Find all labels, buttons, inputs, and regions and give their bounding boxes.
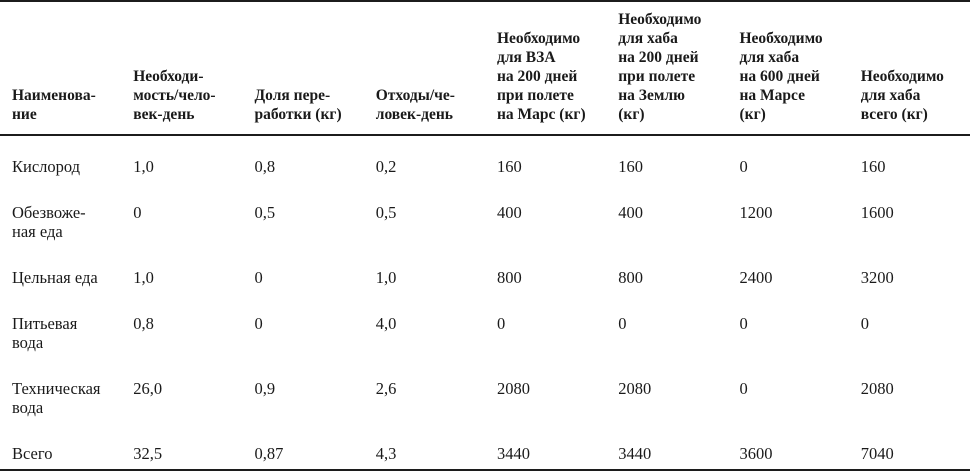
cell-value: 2,6 (375, 379, 397, 398)
cell-value: 4,3 (375, 444, 397, 463)
cell-value: 2080 (860, 379, 894, 398)
row-name: Техническая вода (12, 379, 101, 417)
cell-value: 3600 (739, 444, 773, 463)
cell-value: 2400 (739, 268, 773, 287)
cell-value: 160 (860, 157, 886, 176)
cell-value: 0,5 (375, 203, 397, 222)
row-name: Кислород (12, 157, 81, 176)
cell-value: 7040 (860, 444, 894, 463)
cell-value: 1,0 (133, 157, 154, 176)
table-row-dehydrated-food: Обезвоже- ная еда 0 0,5 0,5 400 400 1200… (0, 182, 970, 247)
cell-value: 1,0 (133, 268, 154, 287)
cell-value: 0 (739, 157, 748, 176)
cell-value: 160 (618, 157, 643, 176)
cell-value: 160 (497, 157, 522, 176)
cell-value: 400 (618, 203, 643, 222)
cell-value: 2080 (618, 379, 652, 398)
cell-value: 0 (497, 314, 506, 333)
column-header-need-per-person-day: Необходи- мость/чело- век-день (121, 1, 243, 136)
header-row: Наименова- ние Необходи- мость/чело- век… (0, 1, 970, 136)
row-name: Всего (12, 444, 53, 463)
table-row-whole-food: Цельная еда 1,0 0 1,0 800 800 2400 3200 (0, 247, 970, 293)
cell-value: 1600 (860, 203, 894, 222)
cell-value: 0 (739, 314, 748, 333)
column-header-hab-600-days-mars: Необходимо для хаба на 600 дней на Марсе… (727, 1, 849, 136)
cell-value: 2080 (497, 379, 530, 398)
cell-value: 4,0 (375, 314, 397, 333)
table-row-drinking-water: Питьевая вода 0,8 0 4,0 0 0 0 0 (0, 293, 970, 358)
cell-value: 0,5 (254, 203, 276, 222)
cell-value: 800 (618, 268, 643, 287)
cell-value: 3200 (860, 268, 894, 287)
row-name: Обезвоже- ная еда (12, 203, 86, 241)
cell-value: 0 (739, 379, 748, 398)
cell-value: 0,2 (375, 157, 397, 176)
row-name: Цельная еда (12, 268, 98, 287)
cell-value: 0,9 (254, 379, 276, 398)
cell-value: 3440 (497, 444, 530, 463)
cell-value: 0 (133, 203, 142, 222)
table-body: Кислород 1,0 0,8 0,2 160 160 0 160 Обезв… (0, 135, 970, 470)
row-name: Питьевая вода (12, 314, 78, 352)
cell-value: 1200 (739, 203, 773, 222)
cell-value: 3440 (618, 444, 652, 463)
cell-value: 0 (254, 314, 263, 333)
cell-value: 1,0 (375, 268, 397, 287)
cell-value: 0,87 (254, 444, 284, 463)
column-header-hab-200-days-earth: Необходимо для хаба на 200 дней при поле… (606, 1, 728, 136)
cell-value: 0 (254, 268, 263, 287)
cell-value: 32,5 (133, 444, 163, 463)
table-header: Наименова- ние Необходи- мость/чело- век… (0, 1, 970, 136)
column-header-erv-200-days-mars: Необходимо для ВЗА на 200 дней при полет… (485, 1, 607, 136)
cell-value: 26,0 (133, 379, 163, 398)
column-header-hab-total: Необходимо для хаба всего (кг) (848, 1, 970, 136)
cell-value: 0 (618, 314, 627, 333)
table-row-technical-water: Техническая вода 26,0 0,9 2,6 2080 2080 … (0, 358, 970, 423)
cell-value: 800 (497, 268, 522, 287)
cell-value: 0,8 (254, 157, 276, 176)
cell-value: 0,8 (133, 314, 154, 333)
column-header-name: Наименова- ние (0, 1, 122, 136)
table-row-oxygen: Кислород 1,0 0,8 0,2 160 160 0 160 (0, 135, 970, 182)
column-header-recycle-share: Доля пере- работки (кг) (242, 1, 364, 136)
column-header-waste-per-person-day: Отходы/че- ловек-день (363, 1, 485, 136)
cell-value: 0 (860, 314, 869, 333)
table-row-total: Всего 32,5 0,87 4,3 3440 3440 3600 7040 (0, 423, 970, 470)
cell-value: 400 (497, 203, 522, 222)
